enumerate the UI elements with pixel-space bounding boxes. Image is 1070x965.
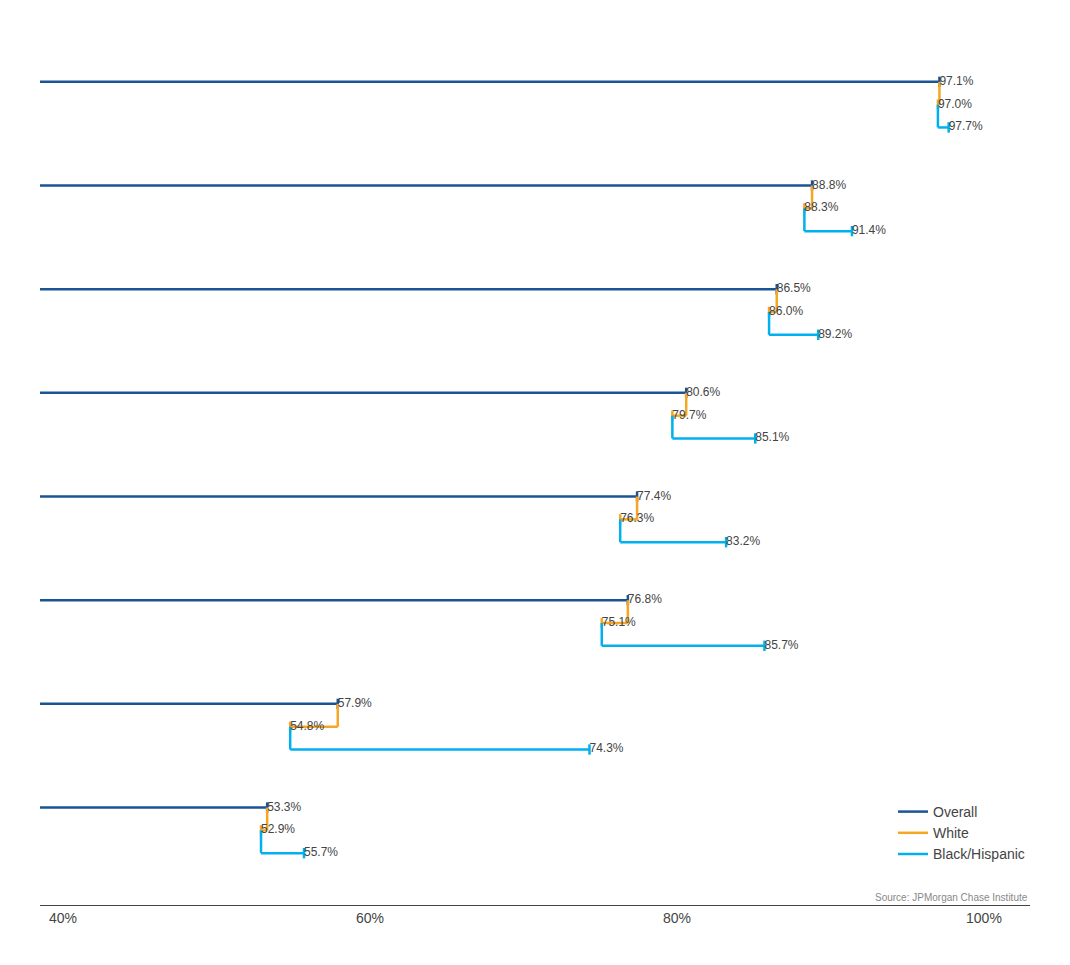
- svg-text:40%: 40%: [49, 910, 77, 926]
- svg-text:89.2%: 89.2%: [818, 327, 852, 341]
- svg-text:77.4%: 77.4%: [637, 489, 671, 503]
- svg-text:76.3%: 76.3%: [620, 511, 654, 525]
- svg-text:79.7%: 79.7%: [672, 408, 706, 422]
- svg-text:86.5%: 86.5%: [777, 281, 811, 295]
- svg-text:55.7%: 55.7%: [304, 845, 338, 859]
- svg-text:97.7%: 97.7%: [949, 119, 983, 133]
- svg-text:Overall: Overall: [933, 804, 977, 820]
- svg-text:60%: 60%: [356, 910, 384, 926]
- svg-text:97.0%: 97.0%: [938, 97, 972, 111]
- svg-text:53.3%: 53.3%: [267, 800, 301, 814]
- svg-text:91.4%: 91.4%: [852, 223, 886, 237]
- svg-text:74.3%: 74.3%: [589, 741, 623, 755]
- svg-text:Source: JPMorgan Chase Institu: Source: JPMorgan Chase Institute: [875, 892, 1028, 903]
- svg-text:85.1%: 85.1%: [755, 430, 789, 444]
- svg-text:57.9%: 57.9%: [338, 696, 372, 710]
- svg-text:80.6%: 80.6%: [686, 385, 720, 399]
- svg-text:85.7%: 85.7%: [764, 638, 798, 652]
- svg-text:80%: 80%: [663, 910, 691, 926]
- svg-text:83.2%: 83.2%: [726, 534, 760, 548]
- svg-text:54.8%: 54.8%: [290, 719, 324, 733]
- svg-text:100%: 100%: [966, 910, 1002, 926]
- svg-text:86.0%: 86.0%: [769, 304, 803, 318]
- svg-text:88.3%: 88.3%: [804, 200, 838, 214]
- svg-text:52.9%: 52.9%: [261, 822, 295, 836]
- svg-text:88.8%: 88.8%: [812, 178, 846, 192]
- svg-text:97.1%: 97.1%: [939, 74, 973, 88]
- svg-text:Black/Hispanic: Black/Hispanic: [933, 846, 1025, 862]
- svg-text:76.8%: 76.8%: [628, 592, 662, 606]
- svg-text:White: White: [933, 825, 969, 841]
- svg-text:75.1%: 75.1%: [602, 615, 636, 629]
